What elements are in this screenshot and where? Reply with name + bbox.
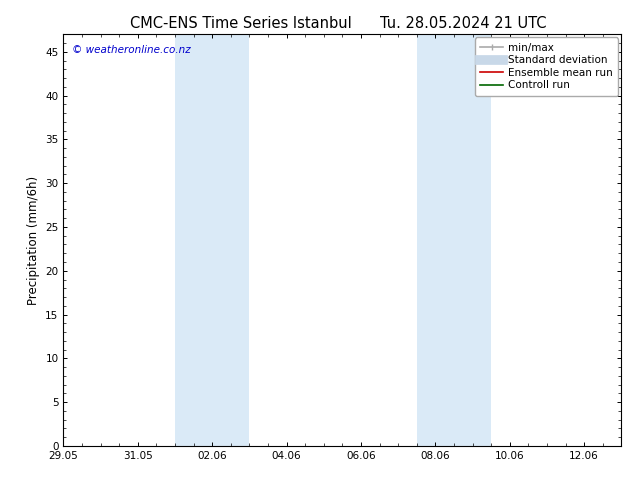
Y-axis label: Precipitation (mm/6h): Precipitation (mm/6h) (27, 175, 40, 305)
Bar (417, 34, 491, 446)
Text: CMC-ENS Time Series Istanbul: CMC-ENS Time Series Istanbul (130, 16, 352, 31)
Text: © weatheronline.co.nz: © weatheronline.co.nz (72, 45, 191, 54)
Text: Tu. 28.05.2024 21 UTC: Tu. 28.05.2024 21 UTC (380, 16, 546, 31)
Bar (175, 34, 249, 446)
Legend: min/max, Standard deviation, Ensemble mean run, Controll run: min/max, Standard deviation, Ensemble me… (475, 37, 618, 96)
